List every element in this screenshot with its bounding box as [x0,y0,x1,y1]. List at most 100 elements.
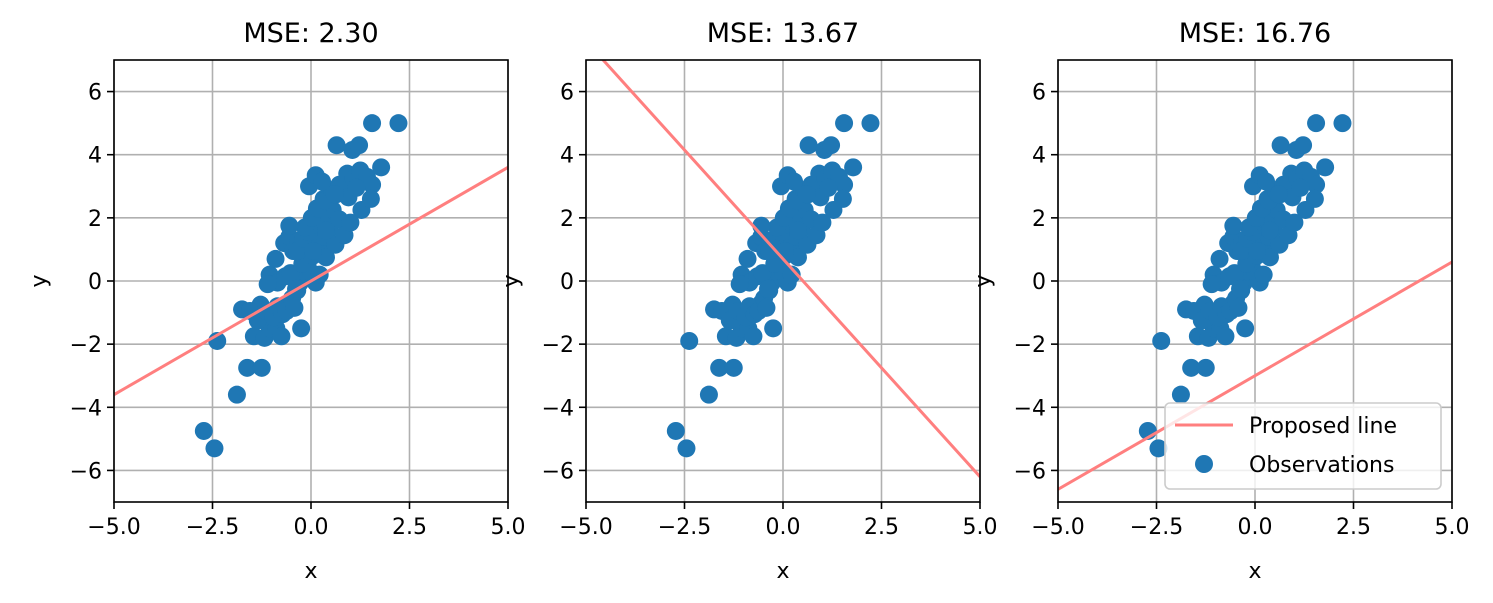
y-tick-label: −6 [1014,459,1046,484]
proposed-line [601,60,980,478]
observation-point [813,213,832,232]
observation-point [1307,175,1326,194]
observation-point [680,331,699,350]
observation-point [363,114,382,133]
x-tick-label: 5.0 [1435,515,1470,540]
chart-title: MSE: 2.30 [243,18,378,49]
observation-point [1294,136,1313,155]
observation-point [744,327,763,346]
observation-point [799,136,818,155]
y-tick-label: −4 [70,396,102,421]
observation-point [1236,319,1255,338]
chart-title: MSE: 16.76 [1179,18,1331,49]
x-tick-label: 0.0 [766,515,801,540]
observation-point [1269,185,1288,204]
y-tick-label: −2 [1014,333,1046,358]
observation-point [347,178,366,197]
observation-point [1196,358,1215,377]
x-tick-label: 2.5 [392,515,427,540]
observation-point [194,421,213,440]
x-tick-label: −5.0 [559,515,612,540]
chart-panel-3: −5.0 −2.5 0.0 2.5 5.0 −6 −4 −2 0 2 4 6 MSE: 16.76 x y P… [971,18,1470,584]
y-tick-label: 4 [560,144,574,169]
y-axis-label: y [971,274,996,287]
observation-point [861,114,880,133]
x-tick-label: −5.0 [1031,515,1084,540]
observation-point [361,189,380,208]
observation-point [325,185,344,204]
observation-point [258,275,277,294]
y-tick-label: 0 [88,270,102,295]
observation-point [1254,265,1273,284]
observations-series [194,114,408,458]
observation-point [313,172,332,191]
observation-point [363,175,382,194]
observation-point [316,221,335,240]
x-tick-label: −2.5 [1130,515,1183,540]
observation-point [797,185,816,204]
x-axis-label: x [1248,559,1261,584]
observation-point [833,189,852,208]
y-tick-label: 2 [1032,207,1046,232]
y-tick-label: 6 [560,81,574,106]
x-tick-label: −2.5 [186,515,239,540]
x-tick-label: 2.5 [1336,515,1371,540]
observation-point [1229,298,1248,317]
x-tick-label: 0.0 [1238,515,1273,540]
observation-point [759,279,778,298]
y-tick-label: −4 [542,396,574,421]
observation-point [764,319,783,338]
observation-point [844,158,863,177]
observation-point [835,175,854,194]
y-tick-label: 0 [560,270,574,295]
observation-point [757,298,776,317]
observation-point [272,327,291,346]
observation-point [252,358,271,377]
y-tick-label: 6 [88,81,102,106]
observation-point [1271,136,1290,155]
observation-point [1224,216,1243,235]
y-tick-label: 4 [88,144,102,169]
observation-point [1152,331,1171,350]
observation-point [710,358,729,377]
observation-point [1285,213,1304,232]
y-tick-label: 0 [1032,270,1046,295]
observation-point [1182,358,1201,377]
observation-point [819,178,838,197]
legend: Proposed line Observations [1164,402,1442,490]
y-tick-label: 2 [560,207,574,232]
y-tick-label: −4 [1014,396,1046,421]
observations-series [1138,114,1352,458]
observation-point [1260,221,1279,240]
x-tick-label: 5.0 [963,515,998,540]
chart-panel-1: −5.0 −2.5 0.0 2.5 5.0 −6 −4 −2 0 2 4 6 MSE: 2.30 x y [27,18,526,584]
x-axis-label: x [304,559,317,584]
observation-point [205,439,224,458]
legend-label-observations: Observations [1249,453,1394,478]
observation-point [227,385,246,404]
observation-point [1305,189,1324,208]
observations-series [666,114,880,458]
observation-point [775,242,794,261]
observation-point [1202,275,1221,294]
legend-marker-swatch [1195,455,1213,473]
x-tick-label: −5.0 [87,515,140,540]
observation-point [303,242,322,261]
observation-point [1316,158,1335,177]
observation-point [280,216,299,235]
observation-point [1307,114,1326,133]
y-tick-label: 2 [88,207,102,232]
observation-point [1171,385,1190,404]
observation-point [266,249,285,268]
proposed-line [1058,260,1452,491]
observation-point [724,358,743,377]
observation-point [372,158,391,177]
x-tick-label: 5.0 [491,515,526,540]
y-tick-label: 4 [1032,144,1046,169]
observation-point [822,136,841,155]
chart-panel-2: −5.0 −2.5 0.0 2.5 5.0 −6 −4 −2 0 2 4 6 MSE: 13.67 x y [499,18,998,584]
proposed-line [114,166,508,396]
observation-point [1231,279,1250,298]
y-tick-label: 6 [1032,81,1046,106]
observation-point [788,221,807,240]
